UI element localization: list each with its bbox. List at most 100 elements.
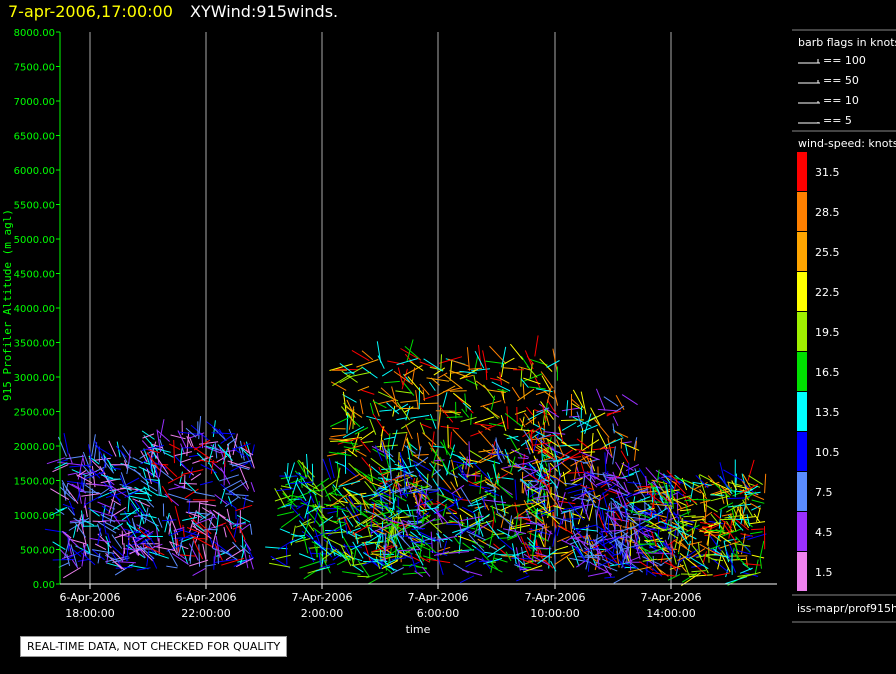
- wind-barb: [459, 368, 479, 380]
- wind-barb: [323, 536, 346, 548]
- wind-barb: [214, 510, 226, 519]
- wind-barb: [453, 536, 461, 546]
- wind-barb: [434, 535, 458, 541]
- wind-barb: [197, 501, 201, 523]
- wind-barb: [303, 537, 309, 554]
- wind-barb: [108, 491, 122, 501]
- wind-barb: [519, 417, 526, 428]
- wind-barb: [467, 503, 482, 507]
- wind-barb: [77, 480, 83, 501]
- wind-barb: [659, 520, 681, 530]
- wind-barb: [369, 402, 374, 415]
- wind-barb: [643, 535, 652, 545]
- wind-barb: [504, 357, 515, 364]
- wind-barb: [194, 491, 215, 497]
- wind-barb: [474, 416, 495, 424]
- wind-barb: [560, 539, 580, 550]
- wind-barb: [177, 528, 200, 537]
- wind-barb: [450, 463, 465, 472]
- wind-barb: [407, 376, 424, 395]
- wind-barb: [332, 374, 351, 387]
- wind-barb: [181, 536, 196, 543]
- wind-barb: [735, 543, 738, 560]
- wind-barb: [585, 555, 590, 570]
- chart-header: 7-apr-2006,17:00:00 XYWind:915winds.: [8, 2, 338, 21]
- wind-barb: [491, 443, 503, 464]
- wind-barb: [528, 510, 545, 525]
- wind-barb: [598, 513, 608, 537]
- wind-barb: [46, 457, 66, 465]
- wind-barb: [537, 464, 544, 484]
- wind-barb: [597, 540, 616, 556]
- wind-barb: [142, 433, 155, 439]
- wind-barb: [416, 456, 429, 467]
- wind-barb: [514, 510, 528, 519]
- wind-barb: [319, 562, 336, 569]
- wind-barb: [208, 443, 215, 465]
- x-tick-time: 2:00:00: [301, 607, 343, 620]
- wind-barb: [367, 473, 386, 484]
- wind-barb: [459, 451, 474, 468]
- wind-barb: [314, 503, 327, 521]
- wind-barb: [180, 554, 196, 557]
- wind-barb: [496, 376, 510, 384]
- wind-barb: [385, 455, 390, 471]
- wind-barb: [181, 469, 204, 475]
- wind-barb: [68, 549, 84, 559]
- wind-barb: [452, 460, 469, 466]
- wind-barb: [697, 542, 700, 553]
- wind-barb: [381, 478, 387, 490]
- wind-barb: [235, 504, 253, 512]
- wind-barb: [615, 395, 625, 411]
- wind-barb: [462, 402, 472, 411]
- wind-barb: [621, 530, 636, 543]
- wind-barb: [621, 462, 634, 472]
- wind-barb: [413, 463, 424, 481]
- wind-barb: [589, 535, 608, 548]
- wind-barb: [179, 482, 197, 485]
- wind-barb: [540, 401, 555, 420]
- x-tick-time: 10:00:00: [530, 607, 579, 620]
- wind-barb: [94, 543, 107, 551]
- speed-swatch: [797, 552, 807, 591]
- wind-barb: [192, 525, 212, 539]
- wind-barb: [137, 527, 151, 540]
- wind-barb: [518, 366, 532, 371]
- wind-barb: [157, 517, 163, 528]
- wind-barb: [567, 501, 585, 521]
- wind-barb: [403, 365, 423, 376]
- wind-barb: [58, 548, 71, 561]
- wind-barb: [606, 476, 626, 479]
- wind-barb: [388, 448, 391, 467]
- wind-barb: [192, 446, 212, 461]
- wind-barb: [453, 563, 469, 574]
- wind-barb: [739, 567, 753, 574]
- wind-barb: [759, 556, 762, 569]
- wind-barb: [229, 490, 241, 499]
- wind-barb: [93, 442, 98, 461]
- wind-barb: [140, 480, 158, 492]
- wind-barb: [466, 530, 486, 541]
- barb-legend-label: == 5: [823, 114, 852, 127]
- wind-barb: [721, 513, 734, 517]
- wind-barb: [570, 535, 584, 557]
- y-tick-label: 8000.00: [14, 28, 55, 39]
- wind-barb: [740, 502, 747, 525]
- wind-barb: [484, 488, 500, 497]
- wind-barb: [523, 565, 543, 573]
- wind-barb: [265, 546, 288, 550]
- wind-barb: [723, 469, 744, 482]
- wind-barb: [437, 555, 444, 575]
- wind-barb: [535, 473, 550, 483]
- wind-barb: [206, 530, 216, 550]
- wind-barb: [424, 541, 437, 554]
- wind-barb: [667, 558, 677, 572]
- wind-barb: [582, 547, 599, 552]
- wind-barb: [456, 463, 466, 480]
- wind-barb: [505, 551, 512, 562]
- wind-barb: [687, 541, 703, 546]
- wind-barb: [180, 463, 195, 476]
- wind-barb: [451, 484, 465, 495]
- wind-barb: [710, 545, 721, 550]
- wind-barb: [451, 493, 459, 508]
